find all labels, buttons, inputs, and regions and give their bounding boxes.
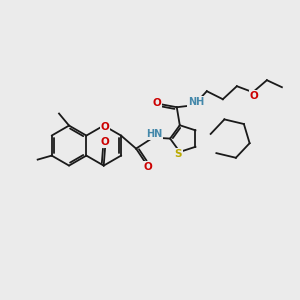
Text: NH: NH xyxy=(188,97,204,107)
Text: HN: HN xyxy=(146,129,162,139)
Text: O: O xyxy=(153,98,161,108)
Text: O: O xyxy=(101,137,110,147)
Text: O: O xyxy=(143,162,152,172)
Text: O: O xyxy=(249,91,258,101)
Text: S: S xyxy=(175,149,182,159)
Text: O: O xyxy=(101,122,110,132)
